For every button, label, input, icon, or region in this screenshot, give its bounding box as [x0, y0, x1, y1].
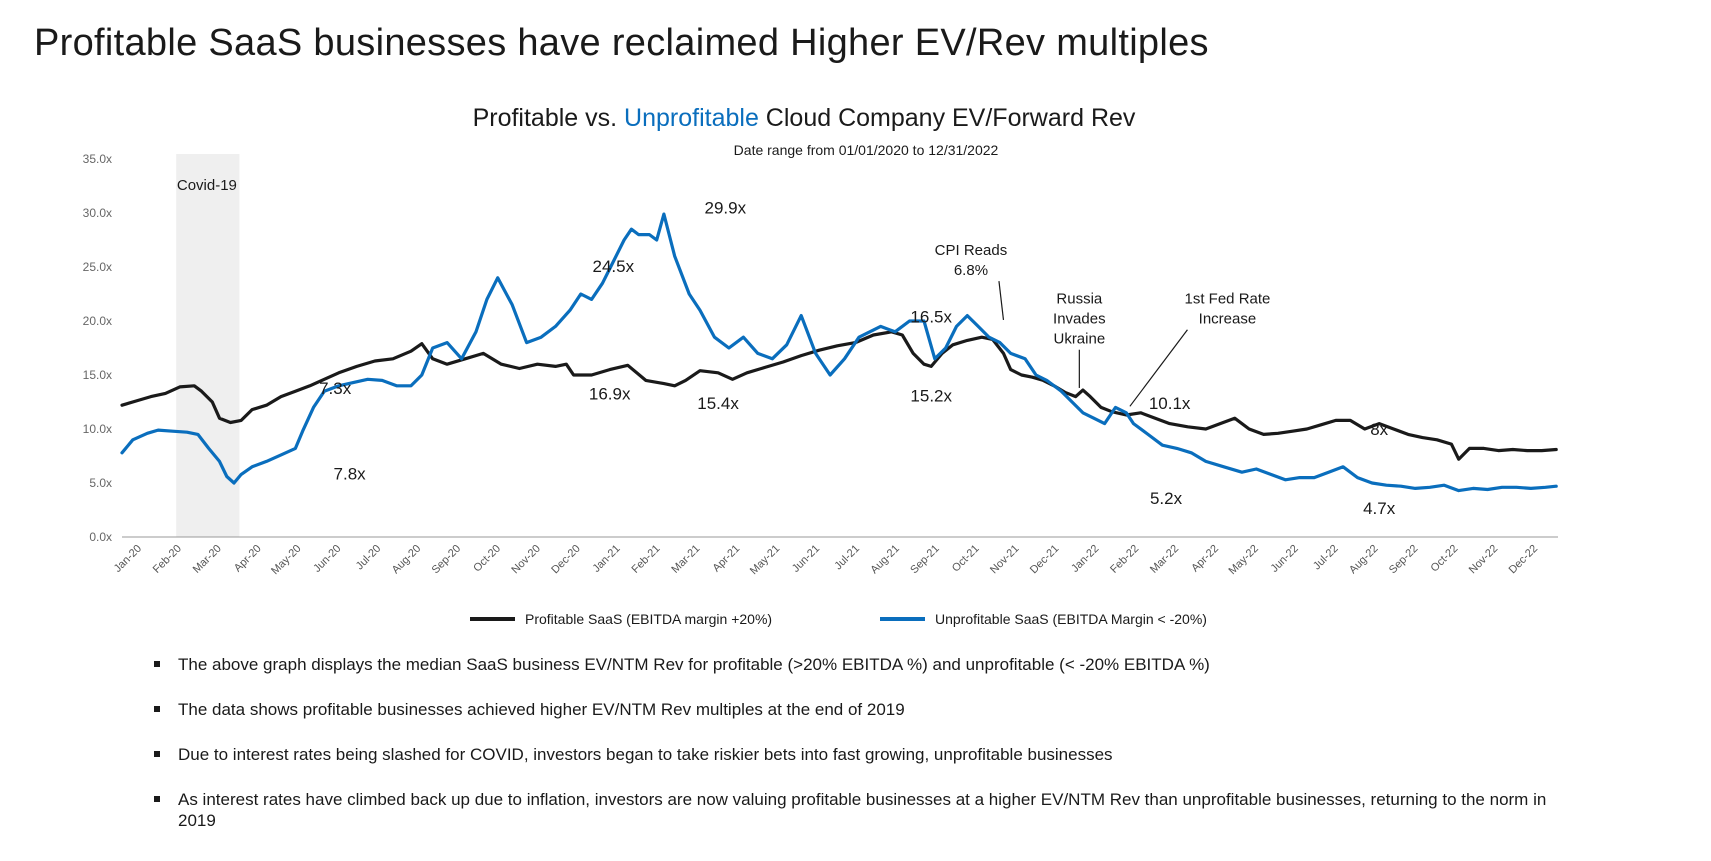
- chart-title-part3: Unprofitable: [624, 104, 759, 132]
- x-tick-label: Apr-20: [232, 543, 264, 575]
- x-tick-label: Nov-20: [509, 543, 543, 577]
- bullet-marker: [154, 661, 160, 667]
- bullet-text: As interest rates have climbed back up d…: [178, 790, 1547, 830]
- x-tick-label: May-22: [1227, 543, 1261, 577]
- x-tick-label: Mar-21: [669, 543, 702, 576]
- x-tick-label: Feb-22: [1108, 543, 1141, 576]
- y-tick-label: 0.0x: [89, 530, 112, 544]
- x-tick-label: Feb-21: [629, 543, 662, 576]
- x-tick-label: May-21: [748, 543, 782, 577]
- chart-subtitle: Date range from 01/01/2020 to 12/31/2022: [734, 142, 999, 158]
- event-annotation-text: 1st Fed Rate: [1185, 291, 1271, 308]
- event-annotation-text: 6.8%: [954, 262, 988, 279]
- event-annotation-text: Invades: [1053, 311, 1106, 328]
- chart-title-part1: Profitable: [473, 104, 579, 132]
- x-tick-label: Dec-22: [1507, 543, 1541, 577]
- value-annotation: 15.2x: [910, 387, 952, 406]
- event-annotation-text: Russia: [1056, 291, 1103, 308]
- value-annotation: 7.8x: [334, 464, 367, 483]
- event-annotation-text: Ukraine: [1053, 331, 1105, 348]
- series-line-unprofitable: [120, 212, 1558, 493]
- x-tick-label: Aug-21: [868, 543, 902, 577]
- x-tick-label: Mar-22: [1148, 543, 1181, 576]
- y-tick-label: 30.0x: [83, 206, 112, 220]
- value-annotation: 10.1x: [1149, 394, 1191, 413]
- bullet-text: The data shows profitable businesses ach…: [178, 700, 905, 719]
- x-tick-label: Oct-20: [471, 543, 503, 575]
- event-annotation-text: Increase: [1199, 311, 1257, 328]
- x-tick-label: Apr-22: [1189, 543, 1221, 575]
- x-tick-label: Sep-20: [430, 543, 464, 577]
- x-tick-label: Jul-21: [832, 543, 862, 573]
- bullet-list: The above graph displays the median SaaS…: [150, 654, 1570, 855]
- bullet-marker: [154, 751, 160, 757]
- bullet-item: Due to interest rates being slashed for …: [150, 744, 1570, 765]
- y-tick-label: 25.0x: [83, 260, 112, 274]
- x-tick-label: Sep-22: [1387, 543, 1421, 577]
- event-annotation-text: CPI Reads: [935, 242, 1008, 259]
- bullet-marker: [154, 796, 160, 802]
- y-tick-label: 5.0x: [89, 476, 112, 490]
- event-leader-line: [998, 281, 1005, 320]
- x-tick-label: Jul-20: [354, 543, 384, 573]
- chart-title-part4: Cloud Company EV/Forward Rev: [759, 104, 1136, 132]
- value-annotation: 16.5x: [910, 308, 952, 327]
- x-tick-label: Jan-21: [590, 543, 622, 575]
- series-line-profitable: [120, 330, 1558, 461]
- x-tick-label: Jun-20: [311, 543, 343, 575]
- covid-label: Covid-19: [177, 177, 237, 194]
- x-tick-label: Oct-21: [950, 543, 982, 575]
- bullet-text: Due to interest rates being slashed for …: [178, 745, 1113, 764]
- y-tick-label: 35.0x: [83, 152, 112, 166]
- value-annotation: 15.4x: [697, 394, 739, 413]
- x-tick-label: Apr-21: [711, 543, 743, 575]
- value-annotation: 16.9x: [589, 384, 631, 403]
- event-leader-line: [1129, 329, 1188, 407]
- value-annotation: 24.5x: [593, 257, 635, 276]
- bullet-item: The above graph displays the median SaaS…: [150, 654, 1570, 675]
- x-tick-label: Feb-20: [151, 543, 184, 576]
- value-annotation: 8x: [1370, 420, 1388, 439]
- x-tick-label: Jun-21: [790, 543, 822, 575]
- x-tick-label: Jun-22: [1269, 543, 1301, 575]
- y-tick-label: 10.0x: [83, 422, 112, 436]
- x-tick-label: Dec-20: [549, 543, 583, 577]
- x-tick-label: Sep-21: [908, 543, 942, 577]
- x-tick-label: Jan-22: [1069, 543, 1101, 575]
- chart-title-part2: vs.: [578, 104, 624, 132]
- x-tick-label: Nov-21: [988, 543, 1022, 577]
- value-annotation: 29.9x: [705, 199, 747, 218]
- legend-label-profitable: Profitable SaaS (EBITDA margin +20%): [525, 611, 772, 627]
- x-tick-label: Nov-22: [1467, 543, 1501, 577]
- bullet-text: The above graph displays the median SaaS…: [178, 655, 1210, 674]
- x-tick-label: Dec-21: [1028, 543, 1062, 577]
- x-tick-label: Aug-22: [1347, 543, 1381, 577]
- value-annotation: 5.2x: [1150, 489, 1183, 508]
- chart-title: Profitable vs. Unprofitable Cloud Compan…: [473, 104, 1136, 132]
- y-tick-label: 20.0x: [83, 314, 112, 328]
- value-annotation: 7.3x: [319, 379, 352, 398]
- y-tick-label: 15.0x: [83, 368, 112, 382]
- x-tick-label: May-20: [269, 543, 303, 577]
- x-tick-label: Jan-20: [112, 543, 144, 575]
- x-tick-label: Jul-22: [1311, 543, 1341, 573]
- bullet-item: As interest rates have climbed back up d…: [150, 789, 1570, 831]
- bullet-marker: [154, 706, 160, 712]
- x-tick-label: Aug-20: [390, 543, 424, 577]
- covid-shaded-region: [176, 154, 240, 537]
- page-title: Profitable SaaS businesses have reclaime…: [34, 22, 1209, 64]
- legend-label-unprofitable: Unprofitable SaaS (EBITDA Margin < -20%): [935, 611, 1207, 627]
- x-tick-label: Oct-22: [1429, 543, 1461, 575]
- value-annotation: 4.7x: [1363, 499, 1396, 518]
- x-tick-label: Mar-20: [191, 543, 224, 576]
- bullet-item: The data shows profitable businesses ach…: [150, 699, 1570, 720]
